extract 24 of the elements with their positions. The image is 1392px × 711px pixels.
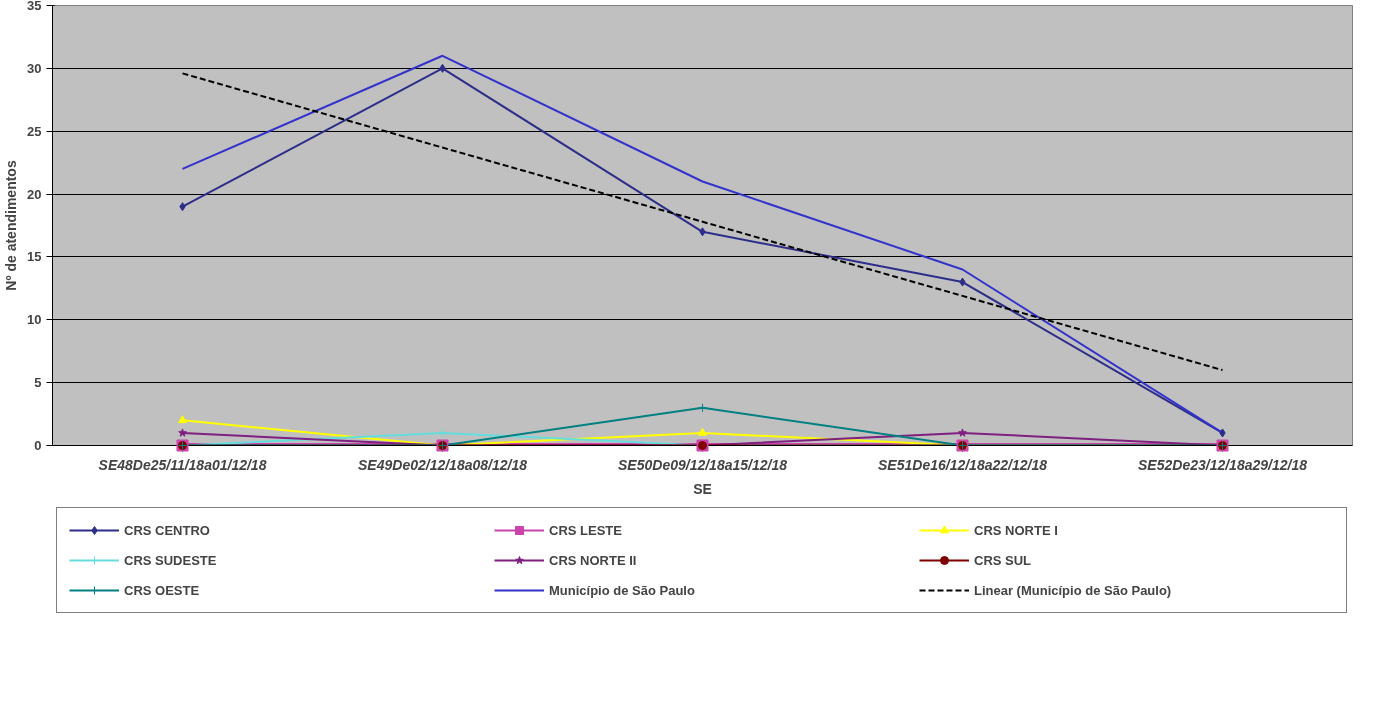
legend-label: CRS OESTE: [124, 582, 201, 598]
y-tick-label: 10: [27, 312, 42, 328]
legend-label: CRS NORTE I: [974, 522, 1059, 538]
y-tick-label: 20: [27, 186, 42, 202]
y-tick-label: 35: [27, 0, 42, 13]
y-axis-title: Nº de atendimentos: [3, 160, 20, 291]
x-tick-label: SE51De16/12/18a22/12/18: [878, 456, 1048, 473]
y-tick-label: 5: [34, 375, 42, 391]
legend-label: CRS NORTE II: [549, 552, 638, 568]
legend-label: CRS SUDESTE: [124, 552, 218, 568]
y-tick-label: 25: [27, 123, 42, 139]
legend-label: CRS SUL: [974, 552, 1033, 568]
x-tick-label: SE50De09/12/18a15/12/18: [618, 456, 788, 473]
legend-label: CRS LESTE: [549, 522, 623, 538]
x-tick-label: SE49De02/12/18a08/12/18: [358, 456, 528, 473]
y-tick-label: 15: [27, 249, 42, 265]
legend-label: Município de São Paulo: [549, 582, 696, 598]
x-axis-title: SE: [693, 480, 712, 497]
legend-label: CRS CENTRO: [124, 522, 211, 538]
legend-label: Linear (Município de São Paulo): [974, 582, 1173, 598]
y-tick-label: 30: [27, 60, 42, 76]
y-tick-label: 0: [34, 438, 42, 453]
x-tick-label: SE52De23/12/18a29/12/18: [1138, 456, 1308, 473]
x-tick-label: SE48De25/11/18a01/12/18: [98, 456, 267, 473]
